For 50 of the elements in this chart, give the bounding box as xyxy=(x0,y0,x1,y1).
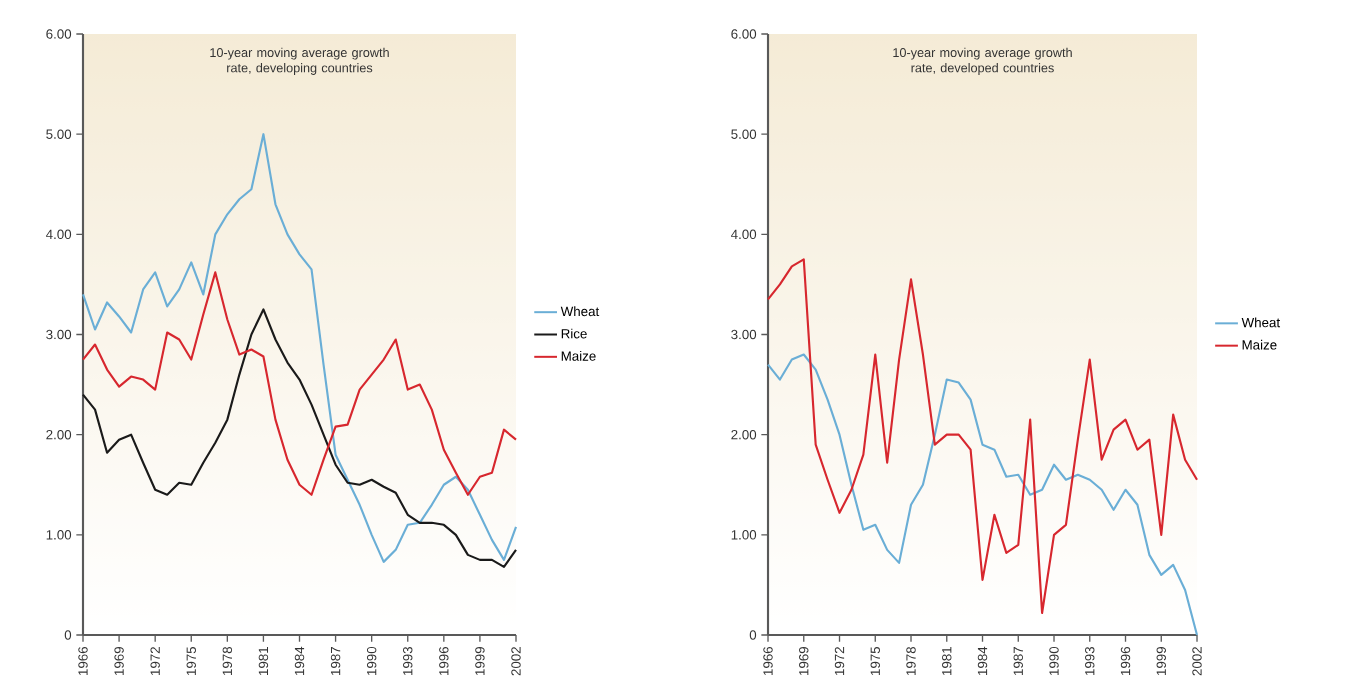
legend-label: Maize xyxy=(1242,339,1277,350)
x-tick-label: 1978 xyxy=(906,646,916,676)
x-tick-label: 1984 xyxy=(977,646,988,676)
text: 10-year moving average growth rate, developed countries xyxy=(893,47,1072,75)
x-tick-label: 1969 xyxy=(114,647,124,676)
legend-label: Wheat xyxy=(1241,317,1281,328)
x-tick-label: 1993 xyxy=(403,646,413,676)
x-tick-label: 1984 xyxy=(294,646,305,676)
y-tick-label: 4.00 xyxy=(731,229,757,240)
y-tick-label: 2.00 xyxy=(46,429,72,440)
x-tick-label: 2002 xyxy=(1192,647,1202,676)
x-tick-label: 1978 xyxy=(222,646,233,676)
x-tick-label: 1987 xyxy=(1013,647,1023,676)
x-tick-label: 1996 xyxy=(439,646,449,676)
y-tick-label: 4.00 xyxy=(45,229,72,240)
legend-label: Rice xyxy=(561,328,587,339)
y-tick-label: 6.00 xyxy=(731,29,757,39)
x-tick-label: 2002 xyxy=(511,647,521,676)
y-tick-label: 5.00 xyxy=(731,129,757,139)
x-tick-label: 1981 xyxy=(942,647,952,676)
y-tick-label: 2.00 xyxy=(731,429,757,440)
x-tick-label: 1990 xyxy=(1049,646,1059,676)
line-series xyxy=(766,258,1199,615)
x-tick-label: 1975 xyxy=(870,646,880,676)
x-tick-label: 1981 xyxy=(258,647,269,676)
y-tick-label: 1.00 xyxy=(731,530,757,540)
x-tick-label: 1975 xyxy=(186,646,196,676)
line-series xyxy=(81,271,518,496)
x-tick-label: 1987 xyxy=(330,647,341,676)
text: 10-year moving average growth rate, developing countries xyxy=(210,47,389,75)
line-series xyxy=(81,308,518,568)
legend-label: Maize xyxy=(561,351,596,361)
x-tick-label: 1966 xyxy=(763,646,773,676)
x-tick-label: 1993 xyxy=(1085,646,1095,676)
x-tick-label: 1972 xyxy=(150,647,160,676)
x-tick-label: 1966 xyxy=(78,646,88,676)
y-tick-label: 0 xyxy=(749,630,757,640)
y-tick-label: 1.00 xyxy=(46,530,72,540)
x-tick-label: 1972 xyxy=(834,647,845,676)
x-tick-label: 1996 xyxy=(1120,646,1131,676)
legend-label: Wheat xyxy=(560,306,600,317)
x-tick-label: 1999 xyxy=(1156,647,1166,676)
y-tick-label: 3.00 xyxy=(46,329,72,340)
x-tick-label: 1969 xyxy=(799,647,809,676)
y-tick-label: 3.00 xyxy=(731,329,757,340)
y-tick-label: 5.00 xyxy=(46,129,72,139)
y-tick-label: 0 xyxy=(64,630,72,640)
x-tick-label: 1999 xyxy=(475,647,485,676)
y-tick-label: 6.00 xyxy=(46,29,72,39)
x-tick-label: 1990 xyxy=(366,646,377,676)
